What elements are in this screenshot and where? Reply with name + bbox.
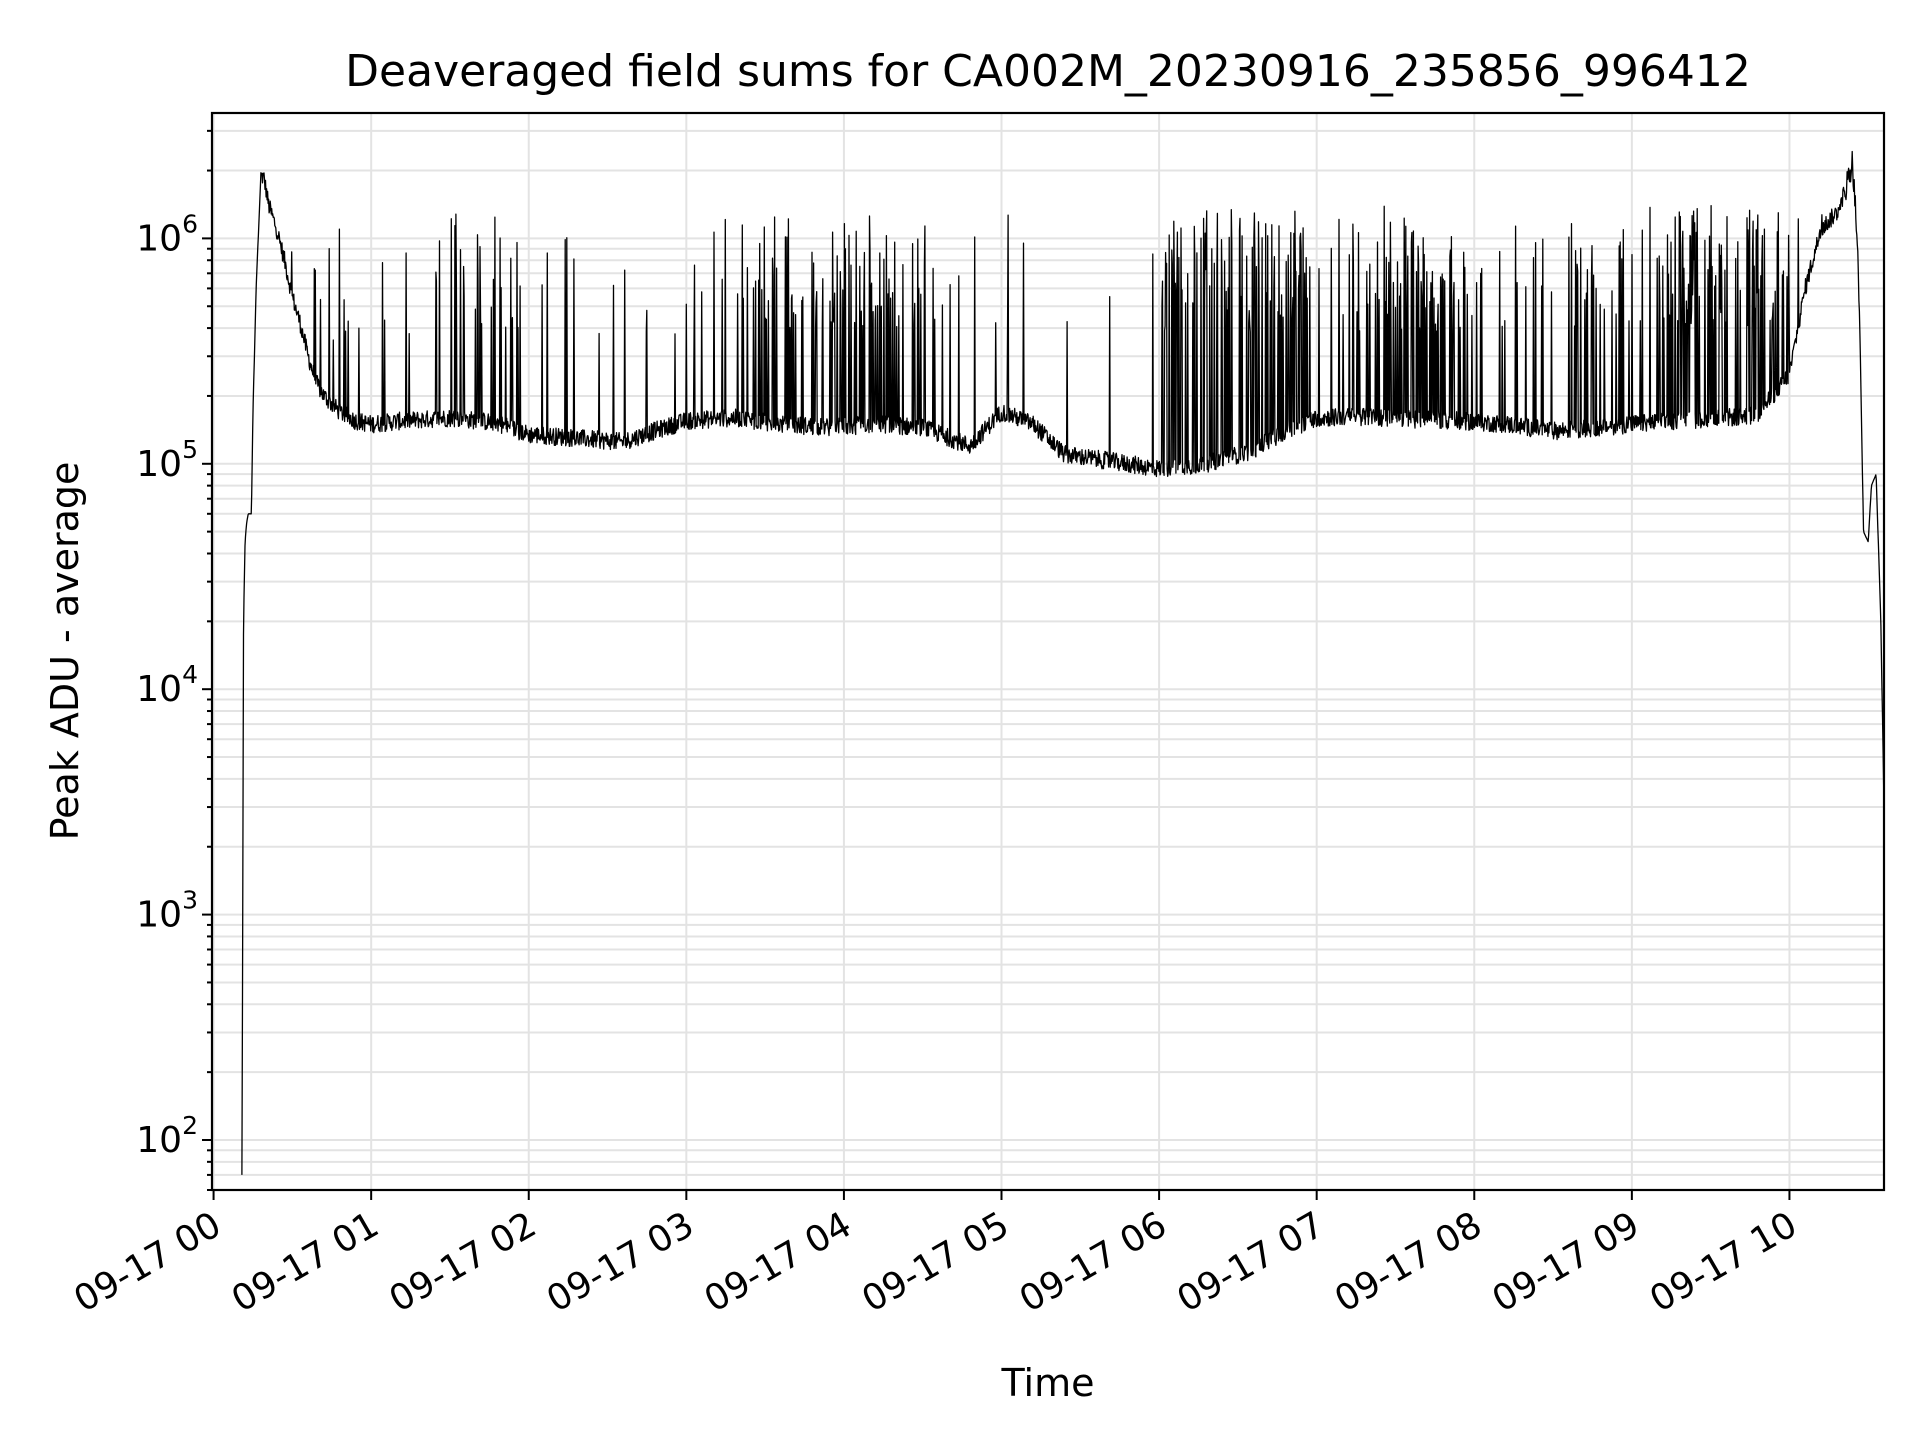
chart-title: Deaveraged field sums for CA002M_2023091… [345, 46, 1751, 97]
plot-frame [210, 111, 1886, 1192]
y-tick-label: 102 [136, 1111, 198, 1161]
y-tick-label: 105 [136, 435, 198, 485]
y-axis-label: Peak ADU - average [43, 462, 87, 841]
grid [212, 113, 1884, 1191]
series-layer [241, 150, 1885, 1175]
series-line [241, 150, 1885, 1175]
y-axis-ticks: 102 103 104 105 106 [136, 129, 212, 1191]
y-tick-label: 103 [136, 886, 198, 936]
y-tick-label: 104 [136, 660, 198, 710]
y-tick-label: 106 [136, 209, 198, 259]
x-axis-label: Time [1001, 1361, 1095, 1405]
